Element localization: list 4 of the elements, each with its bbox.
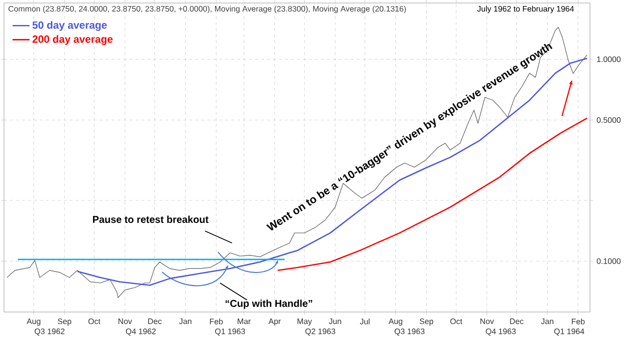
legend-label: 50 day average — [32, 21, 107, 31]
legend-label: 200 day average — [32, 35, 113, 45]
annotation: “Cup with Handle” — [226, 300, 312, 309]
annotation: Pause to retest breakout — [93, 216, 209, 223]
